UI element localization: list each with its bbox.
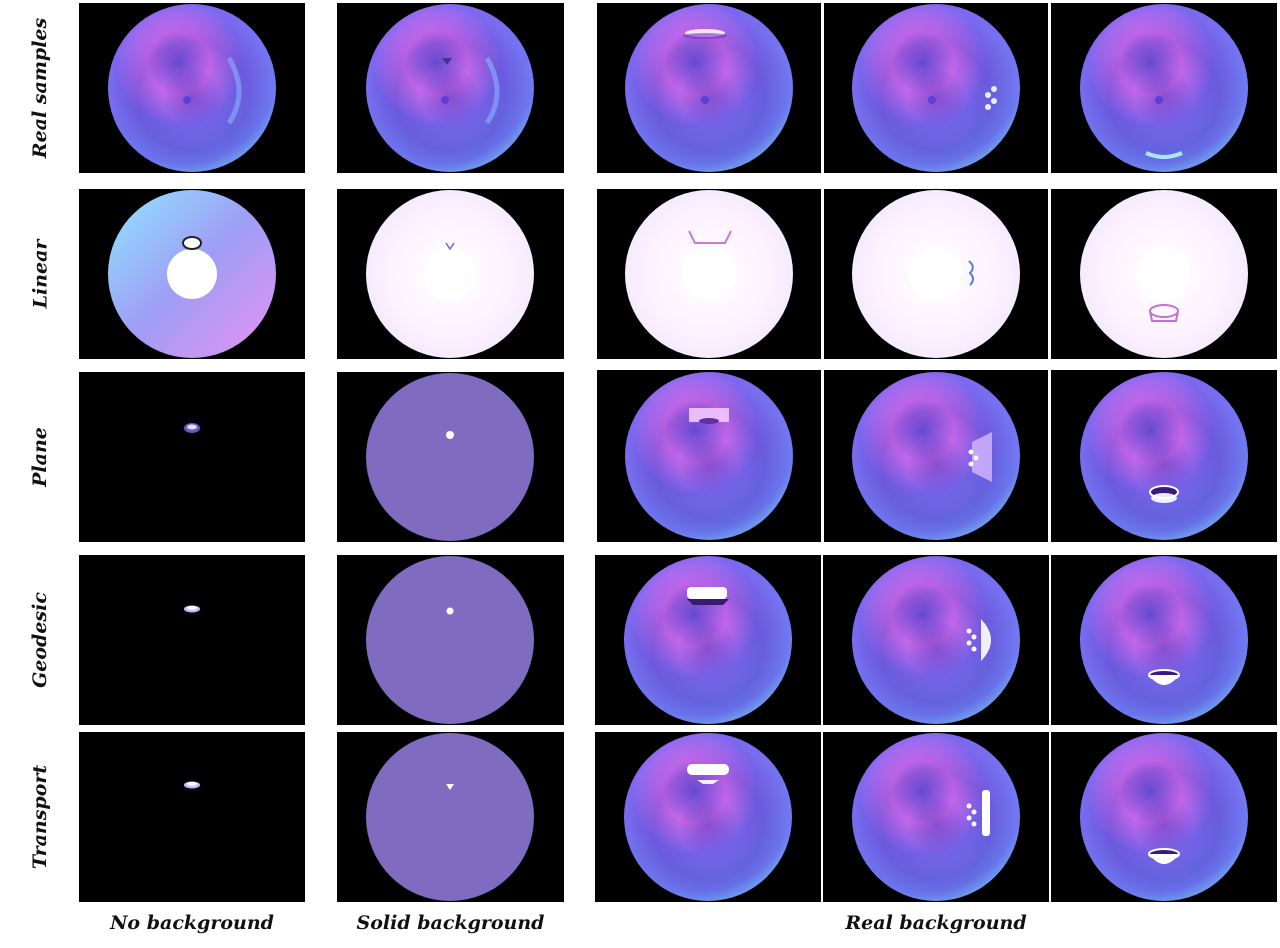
row-label-real-samples: Real samples xyxy=(29,17,52,159)
panel-transport-no-background xyxy=(79,732,305,902)
panel-real-samples-solid-background xyxy=(337,3,564,173)
panel-plane-real-background-2 xyxy=(824,370,1048,542)
panel-geodesic-real-background-1 xyxy=(595,555,821,725)
row-label-linear: Linear xyxy=(29,239,51,309)
panel-linear-real-background-1 xyxy=(597,189,821,359)
panel-transport-real-background-1 xyxy=(595,732,821,902)
panel-real-samples-real-background-3 xyxy=(1051,3,1277,173)
panel-transport-real-background-2 xyxy=(823,732,1049,902)
row-label-geodesic: Geodesic xyxy=(29,592,52,688)
panel-plane-real-background-3 xyxy=(1051,370,1277,542)
row-label-transport: Transport xyxy=(29,764,51,870)
panel-plane-real-background-1 xyxy=(597,370,821,542)
panel-linear-real-background-3 xyxy=(1051,189,1277,359)
panel-transport-solid-background xyxy=(337,732,564,902)
panel-real-samples-no-background xyxy=(79,3,305,173)
panel-linear-no-background xyxy=(79,189,305,359)
panel-geodesic-solid-background xyxy=(337,555,564,725)
column-label-solid-background: Solid background xyxy=(356,912,545,934)
column-label-no-background: No background xyxy=(110,912,274,934)
panel-linear-solid-background xyxy=(337,189,564,359)
panel-geodesic-no-background xyxy=(79,555,305,725)
panel-real-samples-real-background-1 xyxy=(597,3,821,173)
row-label-plane: Plane xyxy=(29,427,51,487)
panel-transport-real-background-3 xyxy=(1051,732,1277,902)
panel-linear-real-background-2 xyxy=(824,189,1048,359)
panel-geodesic-real-background-3 xyxy=(1051,555,1277,725)
panel-plane-no-background xyxy=(79,372,305,542)
column-label-real-background: Real background xyxy=(845,912,1027,934)
panel-geodesic-real-background-2 xyxy=(823,555,1049,725)
panel-plane-solid-background xyxy=(337,372,564,542)
panel-real-samples-real-background-2 xyxy=(824,3,1048,173)
